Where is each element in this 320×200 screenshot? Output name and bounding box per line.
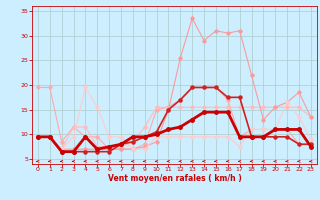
X-axis label: Vent moyen/en rafales ( km/h ): Vent moyen/en rafales ( km/h ) [108, 174, 241, 183]
